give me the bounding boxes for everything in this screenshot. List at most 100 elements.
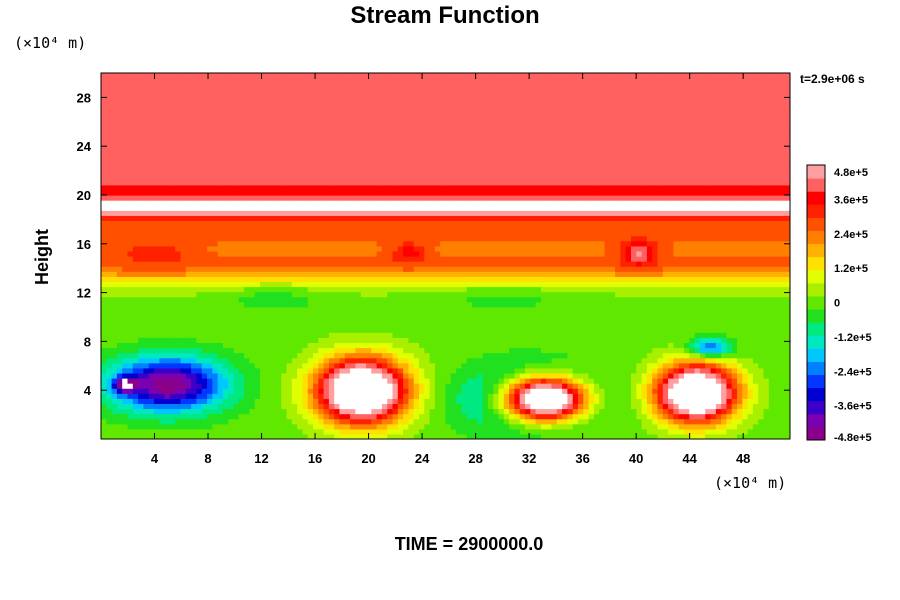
heatmap-cell bbox=[201, 322, 208, 328]
heatmap-cell bbox=[567, 342, 574, 349]
heatmap-cell bbox=[111, 362, 118, 369]
heatmap-cell bbox=[249, 352, 256, 359]
heatmap-cell bbox=[450, 261, 457, 267]
heatmap-cell bbox=[159, 408, 166, 415]
heatmap-cell bbox=[588, 337, 595, 344]
heatmap-cell bbox=[599, 428, 606, 435]
heatmap-cell bbox=[180, 266, 187, 272]
heatmap-cell bbox=[519, 291, 526, 298]
heatmap-cell bbox=[768, 383, 775, 389]
heatmap-cell bbox=[625, 256, 632, 262]
heatmap-cell bbox=[297, 393, 303, 399]
heatmap-cell bbox=[588, 378, 595, 384]
heatmap-cell bbox=[461, 383, 468, 389]
heatmap-cell bbox=[344, 398, 351, 405]
heatmap-cell bbox=[784, 347, 790, 354]
heatmap-cell bbox=[710, 378, 717, 384]
heatmap-cell bbox=[593, 393, 600, 399]
heatmap-cell bbox=[270, 342, 277, 349]
heatmap-cell bbox=[715, 301, 722, 308]
heatmap-cell bbox=[758, 296, 765, 303]
heatmap-cell bbox=[440, 428, 447, 435]
heatmap-cell bbox=[699, 378, 706, 384]
heatmap-cell bbox=[694, 311, 701, 318]
heatmap-cell bbox=[429, 261, 436, 267]
heatmap-cell bbox=[286, 266, 293, 272]
heatmap-cell bbox=[148, 367, 155, 374]
heatmap-cell bbox=[657, 433, 664, 439]
heatmap-cell bbox=[710, 276, 717, 283]
heatmap-cell bbox=[440, 408, 447, 415]
heatmap-cell bbox=[620, 388, 627, 394]
heatmap-cell bbox=[763, 413, 770, 420]
heatmap-cell bbox=[715, 256, 722, 262]
heatmap-cell bbox=[127, 362, 134, 369]
heatmap-cell bbox=[175, 286, 182, 293]
heatmap-cell bbox=[180, 327, 187, 333]
heatmap-cell bbox=[265, 276, 272, 283]
heatmap-cell bbox=[116, 413, 123, 420]
heatmap-cell bbox=[127, 327, 134, 333]
chart-title: Stream Function bbox=[350, 2, 539, 29]
heatmap-cell bbox=[159, 291, 166, 298]
heatmap-cell bbox=[328, 418, 335, 425]
heatmap-cell bbox=[487, 367, 494, 374]
heatmap-cell bbox=[180, 271, 187, 277]
heatmap-cell bbox=[275, 291, 282, 298]
heatmap-cell bbox=[207, 433, 213, 439]
heatmap-cell bbox=[705, 408, 712, 415]
heatmap-cell bbox=[297, 296, 303, 303]
heatmap-cell bbox=[445, 428, 452, 435]
heatmap-cell bbox=[344, 378, 351, 384]
heatmap-cell bbox=[323, 388, 330, 394]
heatmap-cell bbox=[249, 423, 256, 430]
heatmap-cell bbox=[132, 388, 139, 394]
heatmap-cell bbox=[726, 372, 733, 379]
heatmap-cell bbox=[747, 403, 754, 410]
heatmap-cell bbox=[106, 367, 113, 374]
heatmap-cell bbox=[281, 301, 288, 308]
heatmap-cell bbox=[477, 342, 484, 349]
heatmap-cell bbox=[583, 317, 590, 323]
heatmap-cell bbox=[583, 271, 590, 277]
heatmap-cell bbox=[249, 271, 256, 277]
heatmap-cell bbox=[668, 413, 674, 420]
heatmap-cell bbox=[159, 403, 166, 410]
heatmap-cell bbox=[509, 413, 515, 420]
heatmap-cell bbox=[572, 266, 579, 272]
heatmap-cell bbox=[254, 337, 261, 344]
heatmap-cell bbox=[185, 362, 192, 369]
heatmap-cell bbox=[297, 306, 303, 313]
heatmap-cell bbox=[668, 362, 674, 369]
heatmap-cell bbox=[101, 403, 107, 410]
heatmap-cell bbox=[143, 408, 150, 415]
heatmap-cell bbox=[344, 317, 351, 323]
heatmap-cell bbox=[509, 337, 515, 344]
heatmap-cell bbox=[429, 388, 436, 394]
heatmap-cell bbox=[307, 311, 314, 318]
heatmap-cell bbox=[472, 403, 478, 410]
heatmap-cell bbox=[684, 428, 690, 435]
heatmap-cell bbox=[652, 332, 659, 338]
heatmap-cell bbox=[721, 367, 727, 374]
heatmap-cell bbox=[466, 352, 473, 359]
heatmap-cell bbox=[487, 423, 494, 430]
heatmap-cell bbox=[111, 327, 118, 333]
heatmap-cell bbox=[689, 327, 696, 333]
heatmap-cell bbox=[530, 357, 537, 364]
heatmap-cell bbox=[291, 276, 298, 283]
heatmap-cell bbox=[217, 306, 224, 313]
heatmap-cell bbox=[684, 372, 690, 379]
heatmap-cell bbox=[286, 250, 293, 257]
heatmap-cell bbox=[641, 250, 648, 257]
heatmap-cell bbox=[392, 393, 399, 399]
heatmap-cell bbox=[429, 291, 436, 298]
heatmap-cell bbox=[297, 347, 303, 354]
heatmap-cell bbox=[350, 286, 356, 293]
heatmap-cell bbox=[487, 378, 494, 384]
heatmap-cell bbox=[328, 423, 335, 430]
heatmap-cell bbox=[413, 291, 420, 298]
heatmap-cell bbox=[381, 306, 388, 313]
heatmap-cell bbox=[678, 352, 685, 359]
heatmap-cell bbox=[572, 403, 579, 410]
